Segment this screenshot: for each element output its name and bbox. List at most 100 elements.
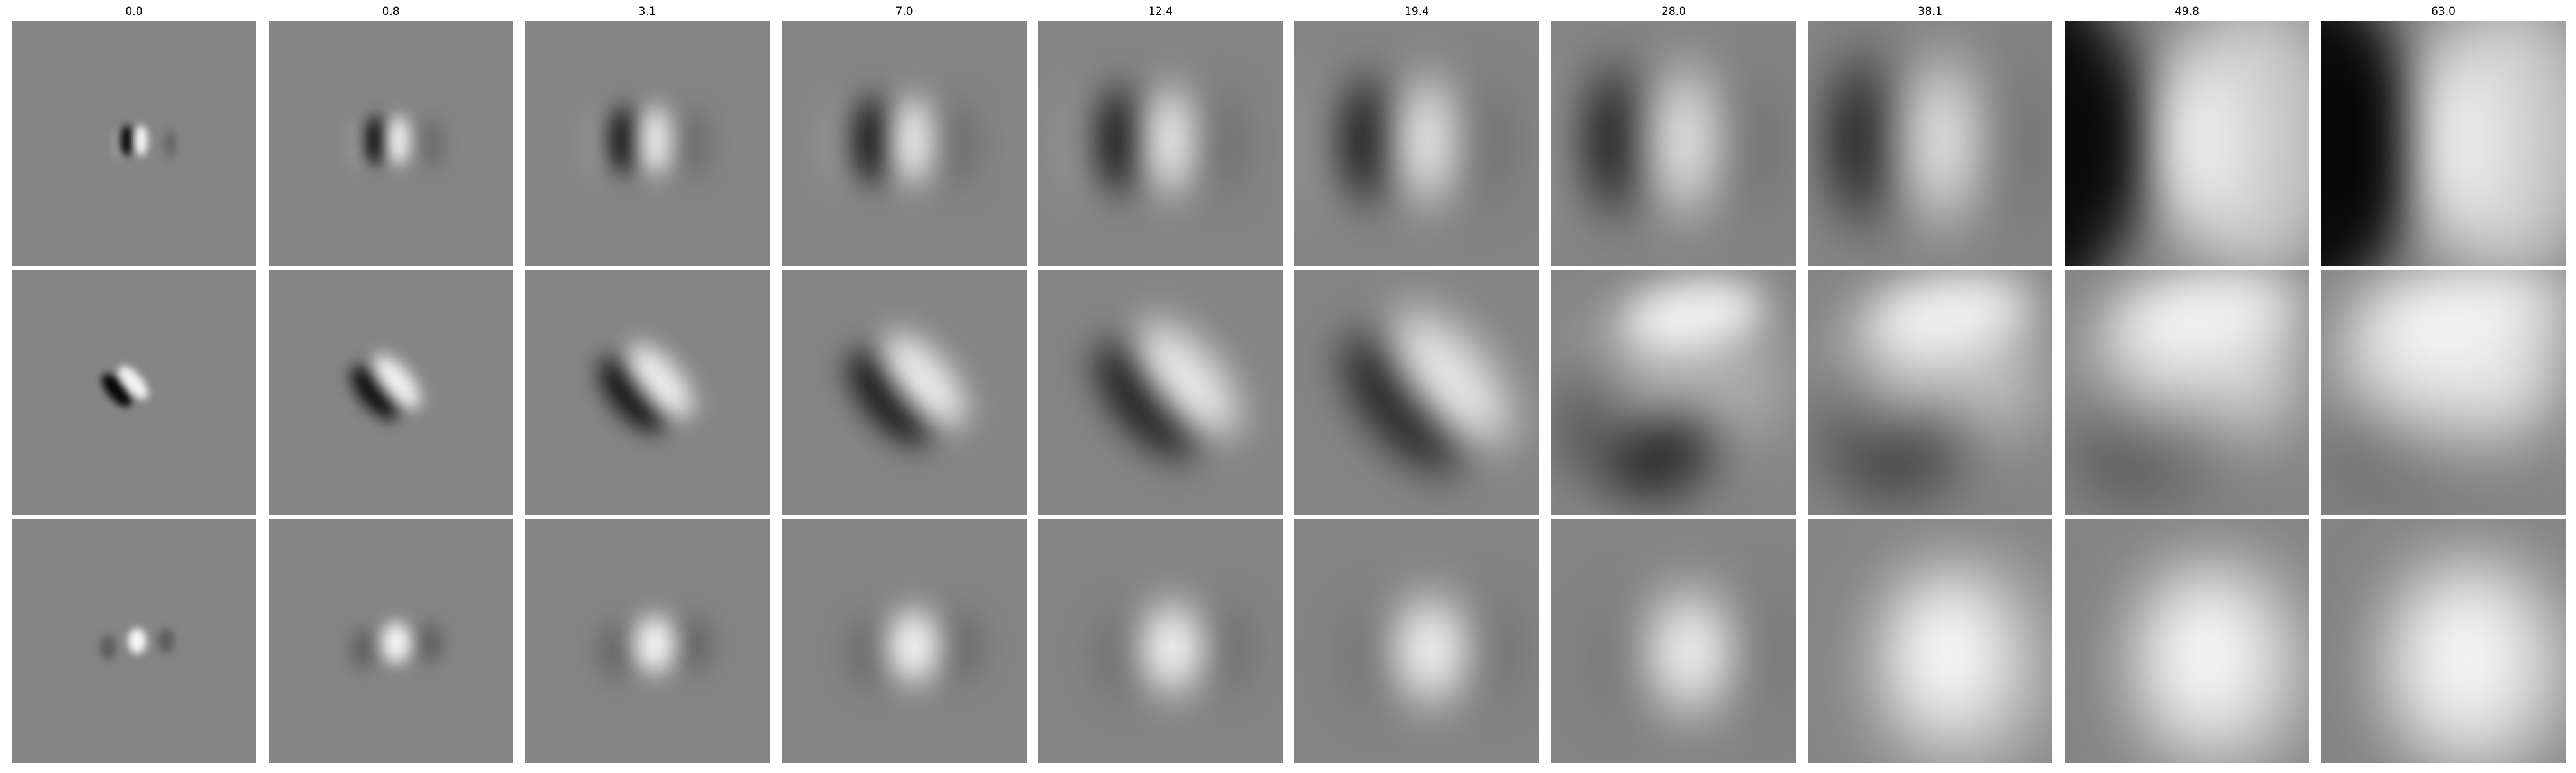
filter-panel-dipole-diagonal — [1551, 270, 1796, 515]
light-lobe — [2123, 565, 2309, 763]
filter-image — [525, 270, 770, 515]
filter-panel-blob-center — [12, 519, 256, 763]
dark-lobe — [2065, 21, 2129, 266]
filter-image — [2065, 270, 2309, 515]
light-lobe — [2174, 21, 2309, 266]
dark-lobe — [120, 125, 133, 156]
filter-panel-dipole-vertical — [1038, 21, 1283, 266]
dark-lobe — [350, 628, 376, 670]
light-lobe — [1307, 81, 1355, 207]
filter-image — [525, 21, 770, 266]
filter-panel-dipole-diagonal — [12, 270, 256, 515]
dark-lobe — [1097, 87, 1142, 194]
light-lobe — [1647, 592, 1732, 712]
light-lobe — [1135, 322, 1236, 437]
filter-image — [1294, 21, 1539, 266]
dark-lobe — [1604, 415, 1718, 499]
filter-image — [782, 519, 1027, 763]
filter-panel-blob-center — [525, 519, 770, 763]
dark-lobe — [609, 106, 638, 175]
dark-lobe — [599, 622, 636, 680]
light-lobe — [634, 616, 675, 673]
filter-image — [782, 21, 1027, 266]
dark-lobe — [158, 628, 175, 654]
column-title: 38.1 — [1918, 5, 1942, 18]
dark-lobe — [351, 365, 399, 419]
light-lobe — [1907, 59, 1975, 222]
dark-lobe — [1714, 72, 1769, 216]
filter-panel-blob-center — [1808, 519, 2052, 763]
filter-panel-dipole-diagonal — [269, 270, 513, 515]
filter-panel-dipole-diagonal — [1038, 270, 1283, 515]
dark-lobe — [849, 616, 895, 689]
filter-image — [12, 270, 256, 515]
dark-lobe — [849, 350, 933, 444]
dark-lobe — [676, 616, 712, 673]
dark-lobe — [1347, 604, 1414, 709]
column-title: 0.0 — [125, 5, 143, 18]
column-title: 49.8 — [2175, 5, 2199, 18]
filter-panel-blob-center — [269, 519, 513, 763]
filter-image — [1808, 519, 2052, 763]
light-lobe — [830, 100, 864, 187]
light-lobe — [2382, 567, 2566, 763]
filter-panel-dipole-vertical — [1551, 21, 1796, 266]
dark-lobe — [1808, 360, 1885, 476]
light-lobe — [1388, 311, 1508, 446]
dark-lobe — [1198, 90, 1238, 197]
dark-lobe — [1551, 360, 1629, 476]
panel-background — [12, 21, 256, 266]
filter-panel-dipole-diagonal — [525, 270, 770, 515]
column-title: 28.0 — [1662, 5, 1686, 18]
dark-lobe — [1455, 81, 1503, 207]
dark-lobe — [1347, 334, 1467, 469]
dark-lobe — [1710, 592, 1787, 712]
filter-panel-dipole-diagonal — [1808, 270, 2052, 515]
filter-panel-dipole-diagonal — [1294, 270, 1539, 515]
dark-lobe — [422, 119, 442, 169]
dark-lobe — [100, 635, 117, 660]
filter-panel-blob-center — [1294, 519, 1539, 763]
light-lobe — [1069, 90, 1109, 197]
filter-panel-dipole-vertical — [269, 21, 513, 266]
dark-lobe — [1341, 77, 1394, 204]
filter-image — [1038, 21, 1283, 266]
dark-lobe — [1830, 59, 1899, 222]
dark-lobe — [164, 128, 176, 159]
light-lobe — [1551, 72, 1601, 216]
filter-image — [1038, 270, 1283, 515]
column-title: 3.1 — [638, 5, 656, 18]
filter-panel-dipole-diagonal — [2321, 270, 2566, 515]
dark-lobe — [2321, 360, 2398, 476]
light-lobe — [118, 366, 148, 399]
filter-panel-blob-center — [1551, 519, 1796, 763]
filter-panel-dipole-diagonal — [782, 270, 1027, 515]
dark-lobe — [417, 622, 444, 663]
filter-image — [1551, 21, 1796, 266]
column-title: 0.8 — [382, 5, 400, 18]
filter-image — [1038, 519, 1283, 763]
filter-image — [2065, 519, 2309, 763]
dark-lobe — [2065, 360, 2142, 476]
filter-image — [1808, 21, 2052, 266]
light-lobe — [381, 622, 411, 663]
filter-panel-dipole-vertical — [1294, 21, 1539, 266]
filter-panel-blob-center — [2065, 519, 2309, 763]
filter-panel-dipole-diagonal — [2065, 270, 2309, 515]
column-title: 19.4 — [1405, 5, 1429, 18]
filter-panel-blob-center — [782, 519, 1027, 763]
filter-image — [1294, 519, 1539, 763]
filter-image — [269, 21, 513, 266]
light-lobe — [1654, 68, 1714, 213]
filter-panel-dipole-vertical — [1808, 21, 2052, 266]
dark-lobe — [934, 610, 981, 683]
column-title: 7.0 — [895, 5, 913, 18]
light-lobe — [641, 106, 670, 175]
dark-lobe — [1586, 68, 1647, 213]
column-title: 12.4 — [1148, 5, 1173, 18]
filter-image — [1551, 270, 1796, 515]
filter-image — [2321, 21, 2566, 266]
dark-lobe — [600, 358, 666, 432]
light-lobe — [128, 628, 146, 654]
